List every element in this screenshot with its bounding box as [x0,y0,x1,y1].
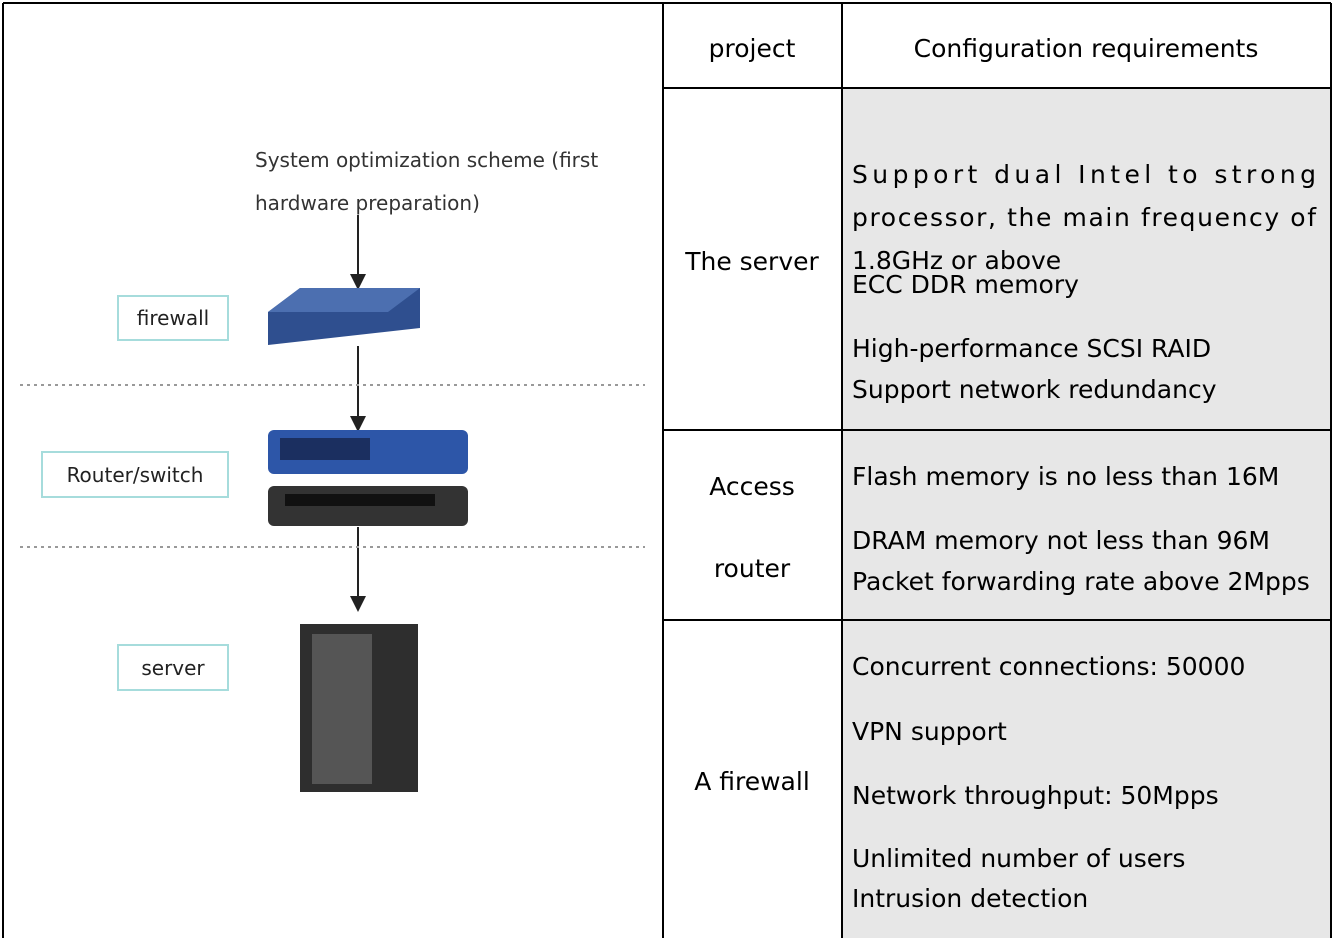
table: project Configuration requirements The s… [684,34,1317,913]
requirement: Unlimited number of users [852,844,1185,873]
requirement: High-performance SCSI RAID [852,334,1211,363]
header-cell: project [709,34,796,63]
requirement: 1.8GHz or above [852,246,1061,275]
project-cell: router [714,554,791,583]
node-label: Router/switch [67,463,204,487]
project-cell: A firewall [694,767,810,796]
requirement: processor, the main frequency of [852,203,1317,232]
requirement: ECC DDR memory [852,270,1079,299]
project-cell: The server [684,247,819,276]
cell-shade [842,88,1330,938]
node-label: firewall [137,306,209,330]
caption: System optimization scheme (first [255,148,598,172]
header-cell: Configuration requirements [914,34,1259,63]
requirement: Concurrent connections: 50000 [852,652,1245,681]
requirement: Support dual Intel to strong [852,160,1316,189]
requirement: Flash memory is no less than 16M [852,462,1279,491]
requirement: Packet forwarding rate above 2Mpps [852,567,1310,596]
requirement: Network throughput: 50Mpps [852,781,1219,810]
requirement: Support network redundancy [852,375,1217,404]
requirement: Intrusion detection [852,884,1088,913]
project-cell: Access [709,472,795,501]
diagram: System optimization scheme (first hardwa… [20,148,645,792]
caption: hardware preparation) [255,191,480,215]
node-label: server [141,656,205,680]
requirement: VPN support [852,717,1007,746]
requirement: DRAM memory not less than 96M [852,526,1270,555]
